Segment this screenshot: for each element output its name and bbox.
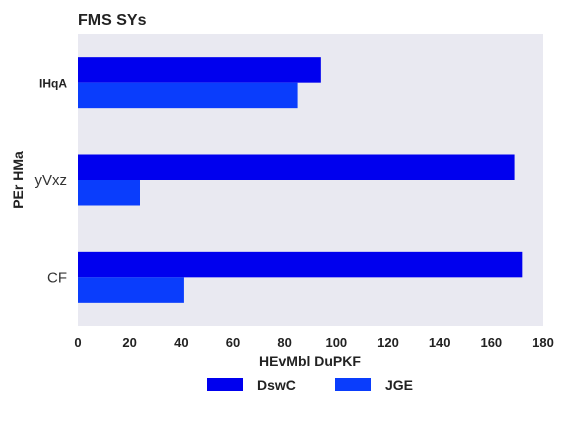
y-tick-label: yVxz [34, 172, 67, 189]
legend: DswC JGE [207, 377, 413, 393]
x-tick-label: 60 [226, 335, 240, 350]
x-tick-labels: 0 20 40 60 80 100 120 140 160 180 [74, 335, 553, 350]
x-tick-label: 100 [325, 335, 347, 350]
x-tick-label: 160 [480, 335, 502, 350]
legend-swatch-DswC [207, 378, 243, 391]
bar-IHqA-DswC [78, 57, 321, 83]
legend-swatch-JGE [335, 378, 371, 391]
y-tick-label: IHqA [39, 77, 67, 91]
x-tick-label: 180 [532, 335, 554, 350]
chart-title: FMS SYs [78, 12, 147, 29]
legend-label: DswC [257, 377, 296, 393]
legend-label: JGE [385, 377, 413, 393]
y-axis-label: PEr HMa [10, 151, 26, 209]
bars-group [78, 57, 523, 303]
y-tick-labels: IHqA yVxz CF [34, 77, 67, 287]
x-tick-label: 0 [74, 335, 81, 350]
x-tick-label: 20 [122, 335, 136, 350]
bar-IHqA-JGE [78, 82, 298, 109]
x-axis-label: HEvMbl DuPKF [259, 353, 361, 369]
bar-yVxz-JGE [78, 180, 140, 206]
y-tick-label: CF [47, 269, 67, 286]
x-tick-label: 120 [377, 335, 399, 350]
x-tick-label: 40 [174, 335, 188, 350]
bar-CF-JGE [78, 277, 184, 303]
bar-yVxz-DswC [78, 154, 515, 180]
bar-CF-DswC [78, 251, 523, 278]
x-tick-label: 140 [429, 335, 451, 350]
x-tick-label: 80 [277, 335, 291, 350]
